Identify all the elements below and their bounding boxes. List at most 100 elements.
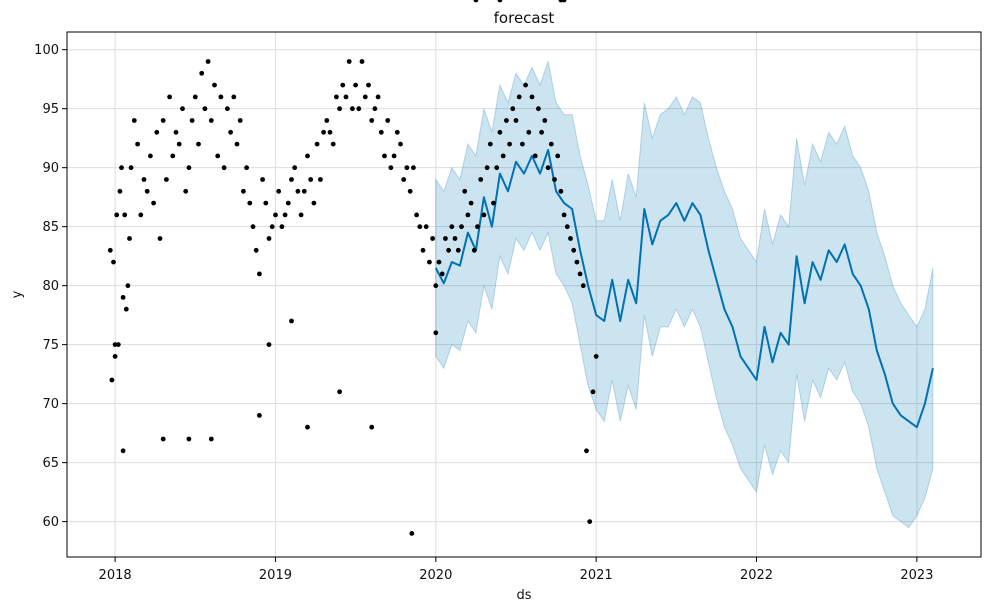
observed-point: [125, 283, 131, 289]
observed-point: [350, 106, 355, 112]
observed-point: [324, 118, 330, 123]
x-tick-label: 2018: [99, 568, 132, 583]
observed-point: [221, 165, 227, 171]
observed-point: [526, 129, 532, 135]
x-axis-ticks: 2018 2019 2020 2021 2022 2023: [99, 557, 933, 583]
observed-point: [394, 129, 400, 135]
observed-point: [189, 118, 195, 123]
grid-lines: [67, 32, 981, 557]
observed-point: [436, 259, 442, 265]
observed-point: [127, 236, 132, 241]
observed-point: [260, 177, 265, 182]
observed-point: [199, 70, 205, 76]
observed-point: [587, 519, 593, 524]
observed-point: [205, 59, 211, 64]
observed-point: [186, 436, 192, 442]
observed-point: [244, 165, 250, 171]
observed-point: [321, 129, 326, 135]
observed-point: [170, 153, 176, 159]
observed-point: [378, 129, 384, 135]
x-tick-label: 2022: [740, 568, 773, 583]
observed-point: [131, 118, 137, 123]
observed-point: [176, 141, 182, 147]
observed-point: [327, 129, 333, 135]
x-tick-label: 2021: [580, 568, 613, 583]
forecast-uncertainty-area: [435, 59, 934, 529]
observed-point: [574, 259, 580, 265]
observed-point: [114, 212, 120, 218]
observed-point: [337, 106, 342, 112]
observed-point: [427, 259, 432, 265]
observed-point: [305, 424, 310, 430]
observed-point: [520, 141, 525, 147]
observed-point: [401, 177, 407, 182]
observed-point: [491, 200, 496, 206]
observed-point: [356, 106, 362, 112]
observed-point: [285, 200, 291, 206]
observed-point: [484, 165, 490, 171]
observed-point: [109, 377, 115, 383]
observed-point: [398, 141, 403, 147]
observed-point: [497, 129, 503, 135]
observed-point: [561, 0, 567, 3]
observed-point: [208, 436, 214, 442]
observed-point: [411, 165, 416, 171]
observed-point: [241, 188, 246, 194]
observed-point: [359, 59, 365, 64]
observed-point: [523, 82, 528, 88]
observed-point: [144, 188, 150, 194]
observed-point: [561, 212, 567, 218]
observed-point: [301, 188, 307, 194]
observed-point: [208, 118, 214, 123]
observed-point: [548, 141, 554, 147]
observed-point: [160, 436, 166, 442]
observed-point: [439, 271, 445, 277]
observed-point: [372, 106, 378, 112]
observed-point: [318, 177, 323, 182]
observed-point: [295, 188, 301, 194]
observed-point: [590, 389, 596, 395]
observed-point: [369, 424, 375, 430]
observed-point: [430, 236, 435, 241]
observed-point: [487, 141, 493, 147]
observed-point: [542, 118, 548, 123]
observed-point: [497, 0, 503, 3]
observed-point: [545, 165, 551, 171]
observed-point: [192, 94, 198, 100]
observed-point: [462, 188, 468, 194]
observed-point: [119, 165, 124, 171]
observed-point: [250, 224, 256, 230]
observed-point: [584, 448, 589, 454]
x-tick-label: 2019: [259, 568, 292, 583]
observed-point: [225, 106, 230, 112]
forecast-interval-band: [435, 59, 934, 529]
observed-point: [123, 306, 129, 312]
observed-point: [282, 212, 288, 218]
observed-point: [478, 177, 484, 182]
observed-point: [120, 448, 126, 454]
observed-point: [337, 389, 342, 395]
observed-point: [414, 212, 419, 218]
observed-point: [180, 106, 185, 112]
y-tick-label: 70: [42, 397, 59, 412]
observed-point: [555, 153, 561, 159]
observed-point: [196, 141, 201, 147]
observed-point: [128, 165, 134, 171]
observed-point: [593, 354, 599, 359]
observed-point: [385, 118, 391, 123]
observed-point: [279, 224, 285, 230]
observed-point: [173, 129, 179, 135]
observed-point: [471, 247, 477, 253]
observed-point: [330, 141, 336, 147]
observed-point: [500, 153, 506, 159]
observed-point: [532, 153, 538, 159]
observed-point: [510, 106, 516, 112]
observed-point: [112, 342, 118, 347]
observed-point: [253, 247, 259, 253]
x-tick-label: 2023: [900, 568, 933, 583]
observed-points: [107, 0, 599, 536]
observed-point: [148, 153, 153, 159]
observed-point: [334, 94, 339, 100]
x-axis-label: ds: [516, 588, 531, 603]
